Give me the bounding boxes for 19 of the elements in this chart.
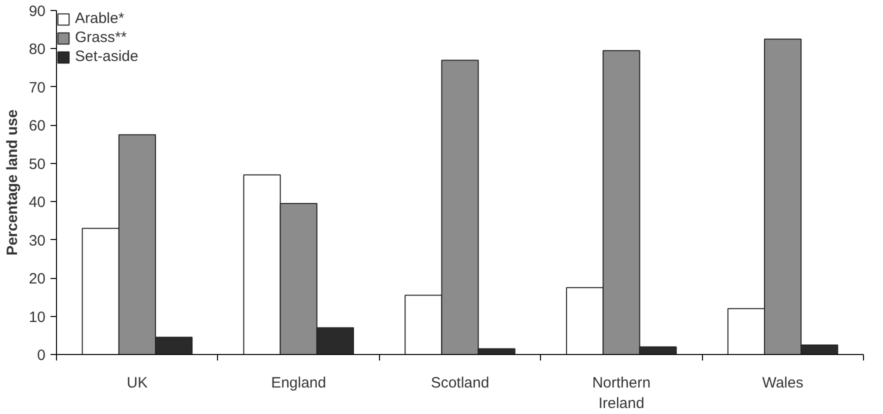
y-axis-title: Percentage land use — [4, 110, 21, 256]
y-tick-label: 50 — [28, 156, 46, 173]
y-tick-label: 30 — [28, 232, 46, 250]
x-tick-label: Scotland — [430, 374, 490, 392]
y-tick-label: 60 — [28, 118, 46, 135]
x-tick-label: England — [271, 374, 326, 392]
x-tick-label: Wales — [762, 374, 804, 392]
y-tick-label: 70 — [28, 79, 46, 96]
legend-label: Set-aside — [75, 48, 138, 65]
x-tick-label: Northern Ireland — [592, 374, 651, 412]
x-tick-label: UK — [126, 374, 148, 392]
y-tick-label: 0 — [37, 347, 46, 364]
y-tick-label: 20 — [28, 270, 46, 288]
y-tick-label: 80 — [28, 41, 46, 58]
y-tick-label: 90 — [28, 3, 46, 20]
y-tick-label: 40 — [28, 194, 46, 212]
legend-label: Grass** — [75, 29, 127, 46]
legend-label: Arable* — [75, 10, 124, 27]
y-tick-label: 10 — [28, 308, 46, 326]
